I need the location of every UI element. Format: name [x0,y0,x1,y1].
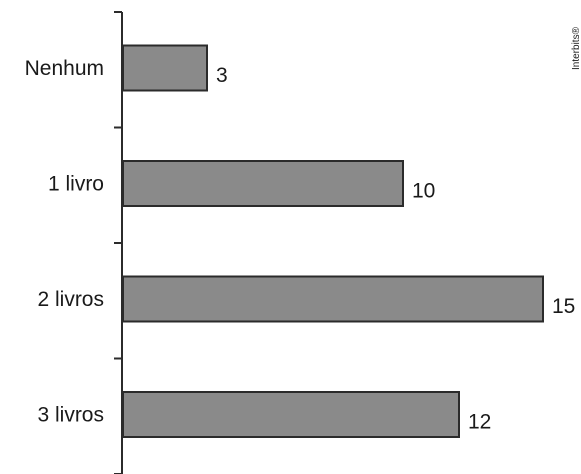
category-label: 2 livros [37,288,104,311]
category-label: Nenhum [25,57,104,80]
credit-watermark: Interbits® [571,26,581,70]
value-label: 15 [552,295,575,318]
bar-3 [123,277,543,322]
value-label: 12 [468,411,491,434]
bar-1 [123,46,207,91]
bar-4 [123,392,459,437]
category-label: 1 livro [48,173,104,196]
value-label: 3 [216,64,228,87]
value-label: 10 [412,180,435,203]
bar-2 [123,161,403,206]
category-label: 3 livros [37,404,104,427]
